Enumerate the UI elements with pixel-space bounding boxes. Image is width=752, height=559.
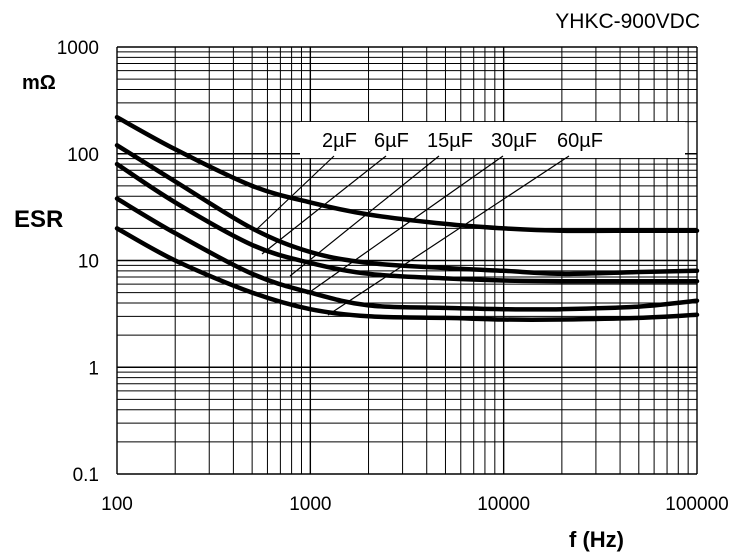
x-tick-label: 100000 [665, 494, 728, 515]
chart-title: YHKC-900VDC [555, 10, 700, 33]
series-label-2: 6µF [374, 130, 409, 152]
x-tick-label: 1000 [289, 494, 331, 515]
series-lines [114, 114, 700, 322]
grid [116, 46, 698, 475]
y-tick-label: 1000 [57, 38, 99, 59]
series-leader-line [261, 155, 387, 255]
series-line-4 [114, 196, 700, 312]
y-tick-label: 0.1 [73, 465, 99, 486]
x-tick-label: 100 [101, 494, 133, 515]
series-leader-line [289, 155, 440, 277]
series-label-3: 15µF [427, 130, 473, 152]
series-label-5: 60µF [557, 130, 603, 152]
x-axis-label: f (Hz) [569, 527, 624, 552]
y-axis-label: ESR [14, 206, 64, 233]
y-tick-label: 10 [78, 252, 99, 273]
series-leader-line [306, 155, 504, 295]
y-tick-label: 1 [88, 358, 99, 379]
series-leader-line [327, 155, 570, 316]
series-label-4: 30µF [491, 130, 537, 152]
series-line-2 [114, 143, 700, 277]
series-line-3 [114, 161, 700, 284]
x-tick-label: 10000 [477, 494, 530, 515]
series-label-box [300, 122, 685, 158]
y-axis-unit: mΩ [22, 72, 56, 94]
series-label-1: 2µF [322, 130, 357, 152]
series-line-1 [114, 114, 700, 234]
series-leader-line [256, 155, 335, 230]
series-line-5 [114, 226, 700, 322]
y-tick-label: 100 [67, 145, 99, 166]
